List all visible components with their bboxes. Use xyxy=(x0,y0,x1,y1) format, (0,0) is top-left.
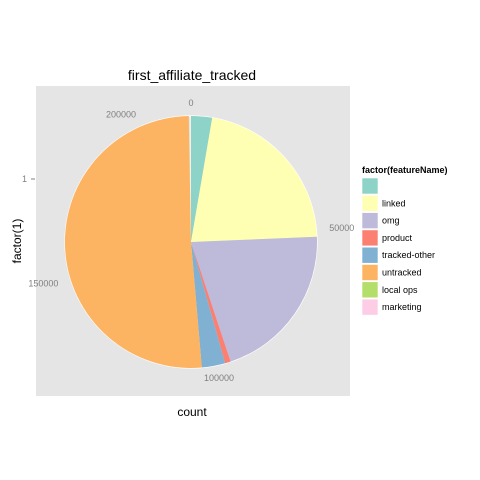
legend-swatch xyxy=(361,177,379,195)
legend-swatch xyxy=(361,195,379,212)
theta-ticks: 0 50000 100000 150000 200000 xyxy=(28,98,354,383)
legend-swatch xyxy=(361,281,379,299)
legend-swatch xyxy=(361,246,379,264)
y-tick-label: 1 xyxy=(22,174,27,184)
legend-label: marketing xyxy=(382,302,422,312)
legend-label: untracked xyxy=(382,268,422,278)
pie-slice-marketing xyxy=(188,116,191,242)
legend-title: factor(featureName) xyxy=(362,165,448,175)
pie-slice-product xyxy=(191,242,231,364)
legend-swatch xyxy=(361,212,379,229)
legend-label: linked xyxy=(382,198,406,208)
pie-slice-blank xyxy=(191,116,213,242)
y-axis-title: factor(1) xyxy=(10,219,24,264)
pie-slice-tracked-other xyxy=(191,242,226,368)
theta-tick-label: 100000 xyxy=(204,373,234,383)
pie-slice-omg xyxy=(191,236,317,362)
pie-slice-untracked xyxy=(64,116,202,369)
theta-tick-label: 150000 xyxy=(28,279,58,289)
legend-label: product xyxy=(382,233,413,243)
theta-tick-label: 50000 xyxy=(329,223,354,233)
legend-label: local ops xyxy=(382,285,418,295)
theta-tick-label: 200000 xyxy=(106,109,136,119)
y-ticks: 1 xyxy=(22,174,35,184)
legend-swatch xyxy=(361,298,379,316)
pie-slice-linked xyxy=(191,117,317,242)
legend-label: omg xyxy=(382,216,400,226)
theta-tick-label: 0 xyxy=(188,98,193,108)
legend-swatch xyxy=(361,264,379,281)
pie-slices xyxy=(64,116,317,369)
legend-label: tracked-other xyxy=(382,250,435,260)
pie-slice-local-ops xyxy=(188,116,191,242)
x-axis-title: count xyxy=(177,405,207,419)
legend-swatch xyxy=(361,229,379,247)
chart-title: first_affiliate_tracked xyxy=(128,67,256,83)
legend: linked omg product tracked-other untracked lo… xyxy=(361,177,435,316)
